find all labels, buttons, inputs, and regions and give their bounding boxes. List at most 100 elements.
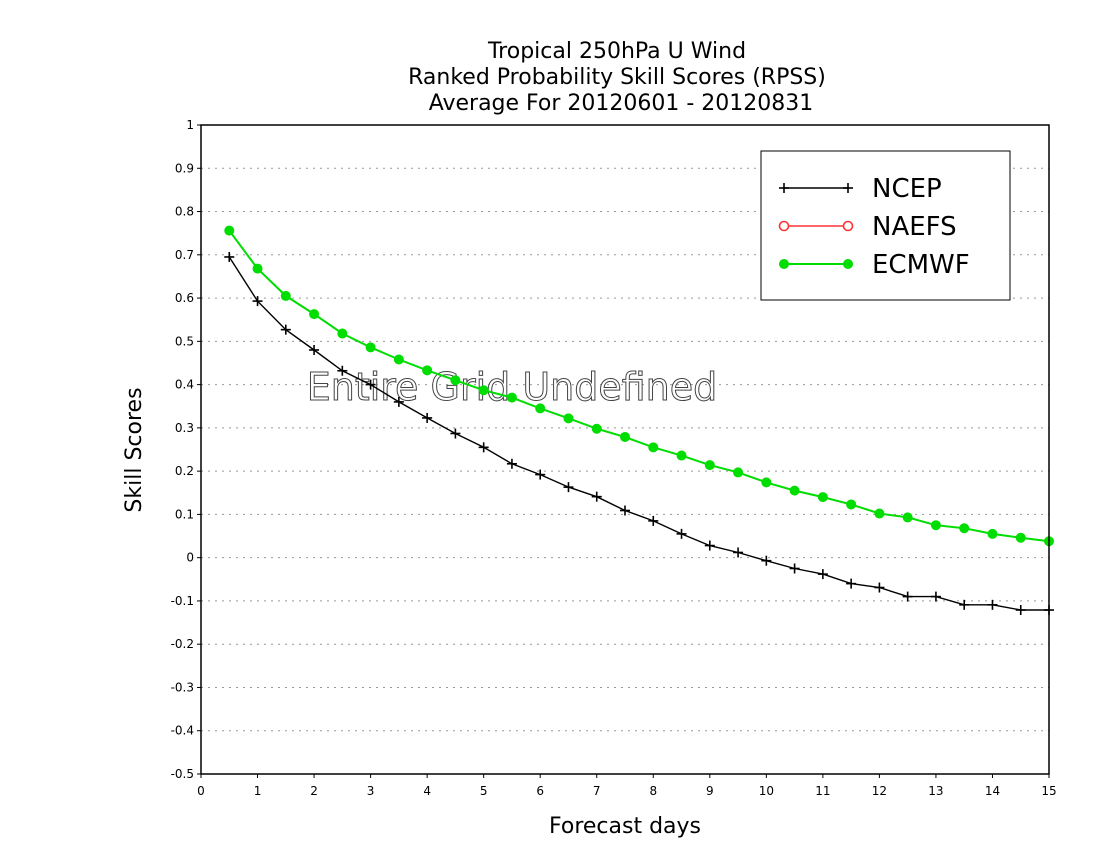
legend-marker [842,220,854,232]
data-point [422,412,433,423]
y-tick-label: 0.5 [175,334,194,348]
data-point [535,403,546,414]
data-point [987,528,998,539]
data-point [506,392,517,403]
data-point [309,309,320,320]
legend-item-naefs: NAEFS [778,212,957,242]
data-point [874,582,885,593]
data-point [620,431,630,442]
y-tick-label: 0.4 [175,378,194,392]
x-tick-label: 10 [759,784,774,798]
x-tick-label: 5 [480,784,488,798]
data-point [874,508,885,519]
x-tick-label: 1 [254,784,262,798]
y-axis-ticks: 1 0.9 0.8 0.7 0.6 0.5 0.4 0.3 0.2 0.1 0 -0.1 -0.2 -0.… [171,118,201,781]
data-point [365,379,376,390]
series-layer [224,225,1054,616]
data-point [789,563,800,574]
x-axis-ticks: 0 1 2 3 4 5 6 7 8 9 10 11 12 13 14 15 [197,774,1057,798]
data-point [478,442,489,453]
plot-frame [200,124,1050,775]
data-point [1015,532,1026,543]
data-point [930,591,941,602]
data-point [817,492,828,503]
data-point [846,499,857,510]
legend-label: NCEP [872,174,942,204]
series-ecmwf [224,225,1054,547]
data-point [648,515,659,526]
x-tick-label: 8 [649,784,657,798]
data-point [280,324,291,335]
x-tick-label: 11 [815,784,830,798]
data-point [591,423,602,434]
data-point [676,450,687,461]
data-point [563,482,574,493]
legend-item-ncep: NCEP [779,174,942,204]
y-tick-label: -0.4 [171,724,194,738]
legend-marker [779,259,789,269]
data-point [309,344,320,355]
data-point [337,328,348,339]
y-tick-label: -0.5 [171,767,194,781]
legend: NCEP NAEFS ECMWF [760,150,1011,301]
data-point [761,477,772,488]
chart-title-line-2: Ranked Probability Skill Scores (RPSS) [408,65,826,90]
data-point [930,520,941,531]
data-point [422,365,433,376]
y-tick-label: 0.8 [175,205,194,219]
y-tick-label: 0.3 [175,421,194,435]
y-tick-label: -0.3 [171,680,194,694]
x-tick-label: 4 [423,784,431,798]
data-point [648,442,659,453]
y-tick-label: -0.2 [171,637,194,651]
y-tick-label: 0.7 [175,248,194,262]
chart-title-line-3: Average For 20120601 - 20120831 [429,91,814,116]
data-point [393,354,404,365]
series-line [228,256,1049,611]
y-tick-label: 0.2 [175,464,194,478]
x-tick-label: 2 [310,784,318,798]
legend-item-ecmwf: ECMWF [779,250,970,280]
y-tick-label: 0.9 [175,161,194,175]
data-point [733,547,744,558]
data-point [817,569,828,580]
legend-label: ECMWF [872,250,970,280]
x-tick-label: 15 [1041,784,1056,798]
x-tick-label: 0 [197,784,205,798]
data-point [789,485,800,496]
x-tick-label: 14 [985,784,1000,798]
x-tick-label: 3 [367,784,375,798]
data-point [902,591,913,602]
x-tick-label: 12 [872,784,887,798]
data-point [620,505,630,516]
data-point [393,396,404,407]
data-point [704,460,715,471]
y-axis-label: Skill Scores [122,387,147,512]
x-axis-label: Forecast days [549,814,701,839]
y-tick-label: 0.1 [175,507,194,521]
data-point [846,578,857,589]
x-tick-label: 7 [593,784,601,798]
data-point [761,555,772,566]
y-tick-label: 0 [186,551,194,565]
legend-label: NAEFS [872,212,957,242]
grid-lines [201,167,1049,732]
x-tick-label: 13 [928,784,943,798]
data-point [535,469,546,480]
data-point [902,512,913,523]
data-point [591,491,602,502]
series-ncep [224,251,1054,616]
data-point [563,413,574,424]
y-tick-label: 0.6 [175,291,194,305]
data-point [450,428,461,439]
legend-marker [778,220,790,232]
data-point [506,458,517,469]
y-tick-label: -0.1 [171,594,194,608]
y-tick-label: 1 [186,118,194,132]
data-point [987,599,998,610]
legend-marker [779,183,789,193]
data-point [280,290,291,301]
data-point [252,296,263,307]
legend-marker [843,259,853,269]
